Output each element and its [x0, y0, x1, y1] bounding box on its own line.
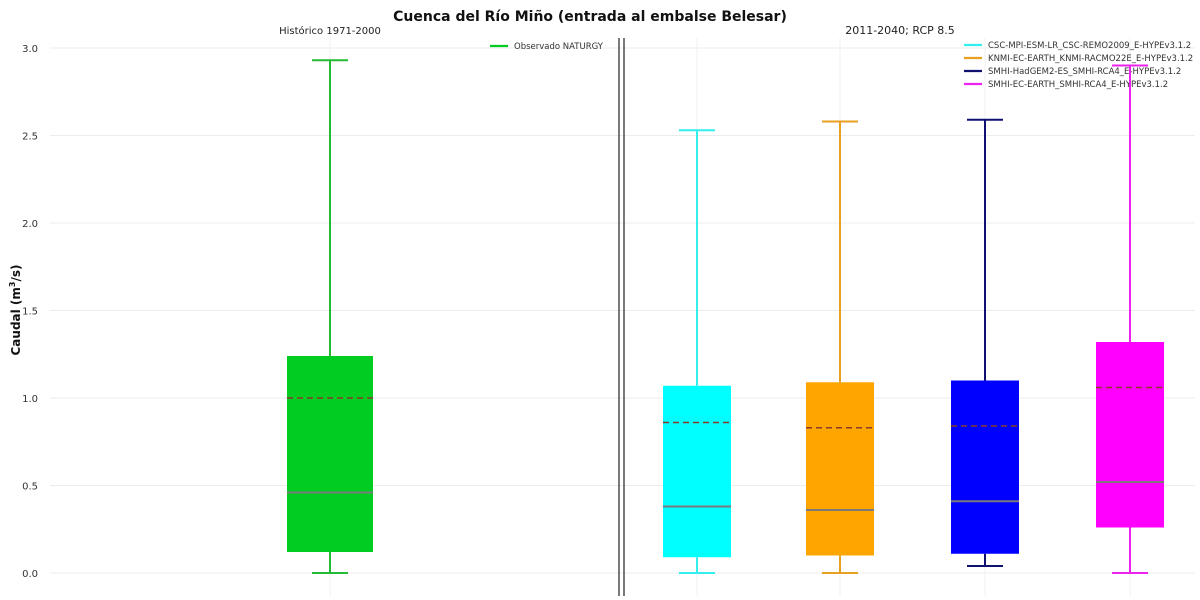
box-iqr: [1096, 342, 1164, 528]
boxes: [287, 59, 1164, 574]
box-iqr: [663, 385, 731, 558]
y-tick-label: 2.5: [22, 132, 38, 143]
panel-title-future: 2011-2040; RCP 8.5: [845, 24, 955, 37]
box-future-3: [1096, 64, 1164, 574]
y-tick-label: 3.0: [22, 44, 38, 55]
y-tick-label: 0.0: [22, 569, 38, 580]
y-tick-label: 0.5: [22, 482, 38, 493]
y-ticks: 0.0 0.5 1.0 1.5 2.0 2.5 3.0: [22, 44, 38, 580]
legend-label: KNMI-EC-EARTH_KNMI-RACMO22E_E-HYPEv3.1.2: [988, 54, 1193, 64]
y-axis-label: Caudal (m3/s): [8, 264, 23, 355]
legend-label: Observado NATURGY: [514, 42, 604, 52]
legend-label: SMHI-EC-EARTH_SMHI-RCA4_E-HYPEv3.1.2: [988, 80, 1168, 90]
box-iqr: [287, 356, 373, 552]
box-future-1: [806, 120, 874, 574]
box-future-2: [951, 118, 1019, 567]
legend-future: CSC-MPI-ESM-LR_CSC-REMO2009_E-HYPEv3.1.2…: [964, 41, 1193, 90]
panel-title-historic: Histórico 1971-2000: [279, 25, 381, 37]
grid: [50, 38, 1195, 596]
y-tick-label: 1.0: [22, 394, 38, 405]
y-tick-label: 1.5: [22, 307, 38, 318]
chart-title: Cuenca del Río Miño (entrada al embalse …: [393, 9, 787, 25]
legend-label: SMHI-HadGEM2-ES_SMHI-RCA4_E-HYPEv3.1.2: [988, 67, 1181, 77]
legend-historic: Observado NATURGY: [490, 42, 604, 52]
box-historic-0: [287, 59, 373, 574]
box-iqr: [806, 382, 874, 556]
legend-label: CSC-MPI-ESM-LR_CSC-REMO2009_E-HYPEv3.1.2: [988, 41, 1191, 51]
box-future-0: [663, 129, 731, 574]
box-iqr: [951, 380, 1019, 554]
y-tick-label: 2.0: [22, 219, 38, 230]
